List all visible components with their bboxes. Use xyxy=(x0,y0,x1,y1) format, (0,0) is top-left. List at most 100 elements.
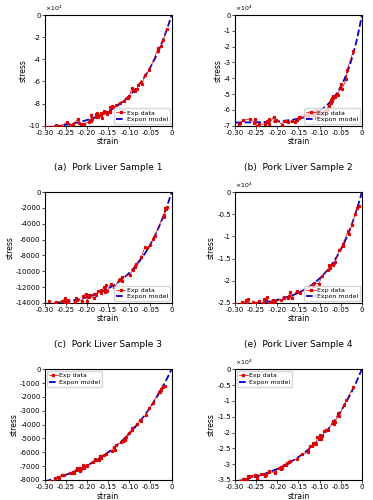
Exp data xyxy=(52,478,57,484)
Expon model xyxy=(84,118,88,124)
Expon model xyxy=(274,118,279,124)
Expon model xyxy=(43,302,47,308)
Exp data xyxy=(48,478,52,484)
Expon model xyxy=(58,122,62,128)
Legend: Exp data, Expon model: Exp data, Expon model xyxy=(237,371,292,386)
Expon model xyxy=(325,102,329,108)
Y-axis label: stress: stress xyxy=(213,59,222,82)
Expon model xyxy=(93,292,97,298)
Exp data xyxy=(164,26,169,32)
Exp data xyxy=(81,462,86,468)
Line: Expon model: Expon model xyxy=(235,15,362,122)
Exp data xyxy=(239,480,243,486)
Expon model xyxy=(248,120,253,126)
Expon model xyxy=(324,268,329,274)
Exp data xyxy=(273,468,278,474)
Expon model xyxy=(360,366,364,372)
Exp data xyxy=(307,443,312,449)
Line: Expon model: Expon model xyxy=(45,370,172,482)
Exp data xyxy=(43,124,47,130)
Exp data xyxy=(73,298,77,304)
Title: (b)  Pork Liver Sample 2: (b) Pork Liver Sample 2 xyxy=(244,163,353,172)
Expon model xyxy=(274,466,279,472)
Expon model xyxy=(134,423,138,429)
Line: Exp data: Exp data xyxy=(49,385,166,482)
Expon model xyxy=(324,102,329,108)
Expon model xyxy=(274,297,279,303)
Expon model xyxy=(84,294,88,300)
Exp data xyxy=(251,299,256,305)
Line: Exp data: Exp data xyxy=(44,28,167,130)
Expon model xyxy=(135,422,139,428)
Exp data xyxy=(94,110,99,116)
X-axis label: strain: strain xyxy=(97,138,119,146)
Exp data xyxy=(254,472,258,478)
Expon model xyxy=(325,268,329,274)
Legend: Exp data, Expon model: Exp data, Expon model xyxy=(114,108,170,124)
Exp data xyxy=(356,203,361,209)
Expon model xyxy=(324,428,329,434)
X-axis label: strain: strain xyxy=(97,492,119,500)
Y-axis label: stress: stress xyxy=(207,413,216,436)
Expon model xyxy=(93,114,97,120)
Expon model xyxy=(135,262,139,268)
Exp data xyxy=(260,304,264,310)
Exp data xyxy=(351,384,355,390)
Exp data xyxy=(165,204,170,210)
Expon model xyxy=(283,462,288,468)
Text: $\times10^4$: $\times10^4$ xyxy=(235,4,253,13)
Line: Expon model: Expon model xyxy=(235,192,362,305)
Expon model xyxy=(43,124,47,130)
Exp data xyxy=(68,304,72,310)
Y-axis label: stress: stress xyxy=(5,236,14,259)
Expon model xyxy=(122,97,127,103)
Expon model xyxy=(233,120,237,126)
Exp data xyxy=(73,295,78,301)
Expon model xyxy=(233,302,237,308)
Exp data xyxy=(88,116,93,122)
Expon model xyxy=(313,280,317,285)
Line: Expon model: Expon model xyxy=(235,370,362,482)
Legend: Exp data, Expon model: Exp data, Expon model xyxy=(304,108,360,124)
Expon model xyxy=(283,118,288,124)
Expon model xyxy=(134,262,138,268)
X-axis label: strain: strain xyxy=(287,138,310,146)
Expon model xyxy=(360,12,364,18)
Expon model xyxy=(325,428,329,434)
Expon model xyxy=(58,300,62,306)
X-axis label: strain: strain xyxy=(287,492,310,500)
Y-axis label: stress: stress xyxy=(19,59,28,82)
Exp data xyxy=(84,462,89,468)
Line: Exp data: Exp data xyxy=(235,205,360,312)
Title: (c)  Pork Liver Sample 3: (c) Pork Liver Sample 3 xyxy=(54,340,162,349)
Expon model xyxy=(248,475,253,481)
Exp data xyxy=(315,106,319,112)
Expon model xyxy=(122,436,127,442)
Exp data xyxy=(78,468,83,473)
Expon model xyxy=(58,474,62,480)
Text: $\times10^4$: $\times10^4$ xyxy=(235,358,253,367)
Expon model xyxy=(169,366,174,372)
Exp data xyxy=(274,117,278,123)
Exp data xyxy=(121,438,125,444)
Expon model xyxy=(313,110,317,116)
Exp data xyxy=(52,126,57,132)
Exp data xyxy=(266,118,270,124)
Title: (e)  Pork Liver Sample 4: (e) Pork Liver Sample 4 xyxy=(244,340,352,349)
Exp data xyxy=(294,288,299,294)
Exp data xyxy=(238,478,242,484)
Title: (a)  Pork Liver Sample 1: (a) Pork Liver Sample 1 xyxy=(54,163,162,172)
Exp data xyxy=(244,300,248,306)
Exp data xyxy=(263,471,267,477)
Exp data xyxy=(72,470,76,476)
Exp data xyxy=(45,302,50,308)
Expon model xyxy=(135,84,139,90)
Expon model xyxy=(122,274,127,280)
Exp data xyxy=(267,468,271,474)
Text: $\times10^4$: $\times10^4$ xyxy=(45,4,63,13)
Expon model xyxy=(283,294,288,300)
X-axis label: strain: strain xyxy=(287,314,310,324)
Exp data xyxy=(76,116,81,121)
X-axis label: strain: strain xyxy=(97,314,119,324)
Y-axis label: stress: stress xyxy=(10,413,19,436)
